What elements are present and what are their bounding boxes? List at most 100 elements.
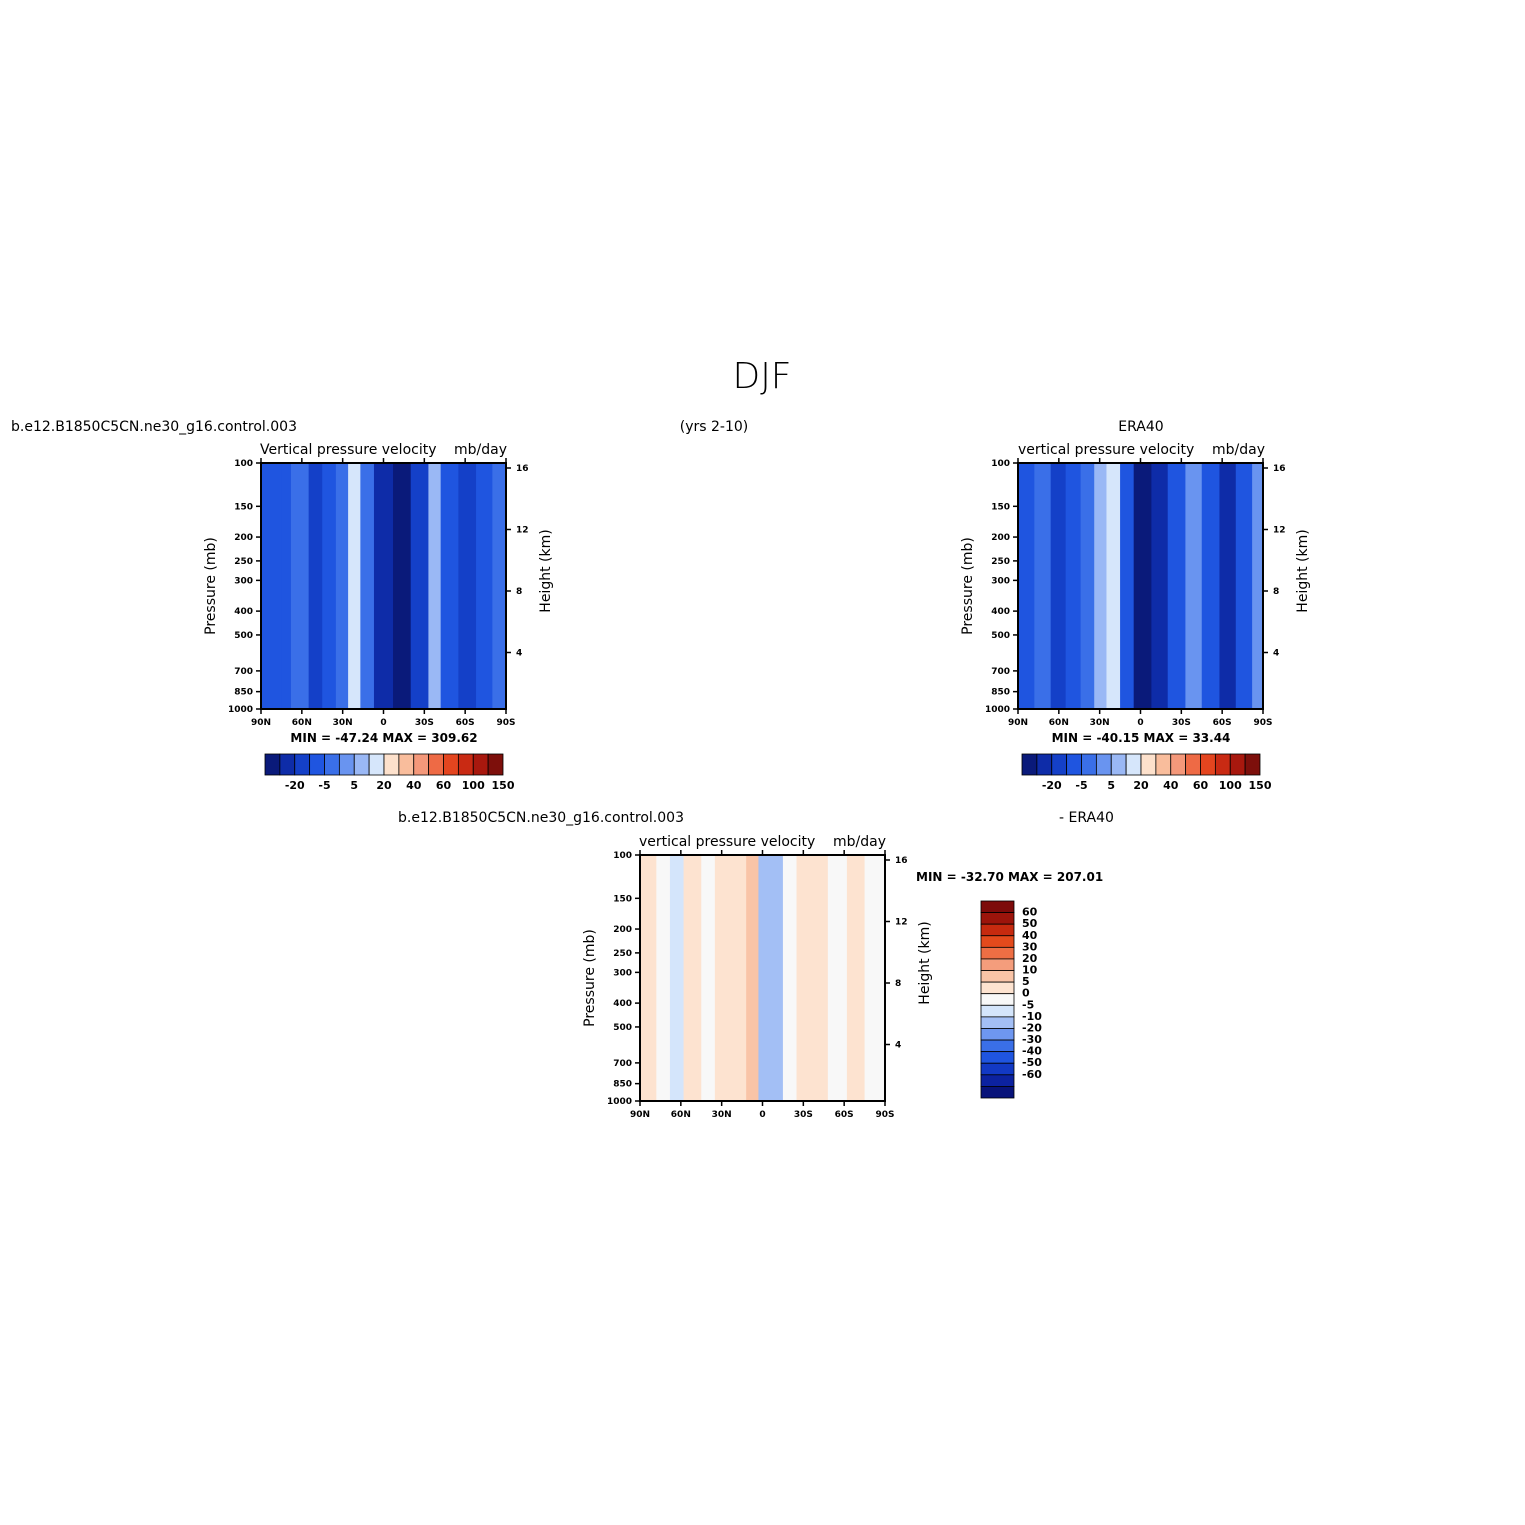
colorbar-swatch: [1244, 753, 1261, 776]
colorbar-swatch: [1021, 753, 1038, 776]
y-tick-label: 200: [613, 925, 632, 935]
field-band: [640, 855, 657, 1101]
colorbar-label: 150: [1249, 779, 1272, 792]
y-tick-label: 700: [613, 1059, 632, 1069]
field-band: [1050, 463, 1067, 709]
field-band: [440, 463, 459, 709]
colorbar-swatch: [980, 900, 1015, 913]
y-tick-label: 850: [234, 688, 253, 698]
field-band: [827, 855, 848, 1101]
colorbar-swatch: [1229, 753, 1246, 776]
y-right-axis-label: Height (km): [1295, 529, 1311, 612]
field-band: [476, 463, 493, 709]
colorbar-label: 5: [350, 779, 358, 792]
colorbar-swatch: [457, 753, 474, 776]
field-band: [290, 463, 310, 709]
colorbar-swatch: [368, 753, 385, 776]
x-tick-label: 60N: [671, 1110, 691, 1120]
colorbar-swatch: [428, 753, 444, 776]
field-band: [261, 463, 283, 709]
colorbar-swatch: [980, 1039, 1015, 1053]
colorbar-label: 20: [376, 779, 392, 792]
y-right-tick-label: 16: [1273, 464, 1286, 474]
x-tick-label: 30N: [1090, 718, 1110, 728]
colorbar-swatch: [383, 753, 400, 776]
x-tick-label: 0: [1137, 718, 1143, 728]
field-band: [492, 463, 507, 709]
panel-model-stats: MIN = -47.24 MAX = 309.62: [290, 731, 477, 745]
field-band: [1185, 463, 1203, 709]
y-right-tick-label: 4: [516, 649, 522, 659]
y-right-tick-label: 4: [1273, 649, 1279, 659]
field-band: [322, 463, 337, 709]
colorbar-swatch: [980, 958, 1015, 971]
panel-obs-stats: MIN = -40.15 MAX = 33.44: [1052, 731, 1231, 745]
field-band: [410, 463, 430, 709]
x-tick-label: 30N: [333, 718, 353, 728]
colorbar-swatch: [309, 753, 325, 776]
y-right-tick-label: 8: [1273, 587, 1279, 597]
x-tick-label: 0: [380, 718, 386, 728]
colorbar-label: -30: [1022, 1033, 1042, 1046]
colorbar-label: 0: [1022, 987, 1030, 1000]
colorbar-label: 150: [492, 779, 515, 792]
field-band: [1080, 463, 1095, 709]
x-tick-label: 30S: [415, 718, 434, 728]
y-tick-label: 1000: [607, 1097, 632, 1107]
field-band: [758, 855, 770, 1101]
colorbar-label: -20: [1022, 1021, 1042, 1034]
colorbar-label: 60: [436, 779, 452, 792]
colorbar-swatch: [980, 946, 1015, 960]
colorbar-label: -60: [1022, 1068, 1042, 1081]
field-band: [348, 463, 361, 709]
panel-diff-stats: MIN = -32.70 MAX = 207.01: [916, 870, 1103, 884]
field-band: [714, 855, 734, 1101]
x-tick-label: 60S: [456, 718, 475, 728]
colorbar-label: -20: [1042, 779, 1062, 792]
field-band: [1133, 463, 1152, 709]
y-tick-label: 300: [234, 576, 253, 586]
field-band: [1094, 463, 1108, 709]
field-band: [393, 463, 412, 709]
y-tick-label: 250: [991, 557, 1010, 567]
colorbar-swatch: [1081, 753, 1097, 776]
colorbar-swatch: [1214, 753, 1231, 776]
colorbar-swatch: [980, 923, 1015, 937]
colorbar-swatch: [980, 1004, 1015, 1018]
colorbar-label: 5: [1107, 779, 1115, 792]
y-right-tick-label: 4: [895, 1041, 901, 1051]
colorbar-label: 60: [1022, 906, 1038, 919]
field-band: [373, 463, 394, 709]
colorbar-swatch: [980, 1086, 1015, 1099]
colorbar-swatch: [1140, 753, 1157, 776]
field-band: [656, 855, 671, 1101]
y-right-tick-label: 12: [1273, 526, 1286, 536]
field-band: [1018, 463, 1035, 709]
field-band: [846, 855, 866, 1101]
field-band: [864, 855, 886, 1101]
x-tick-label: 90S: [496, 718, 515, 728]
colorbar-swatch: [1095, 753, 1112, 776]
y-tick-label: 1000: [228, 705, 253, 715]
colorbar-swatch: [1036, 753, 1053, 776]
y-tick-label: 1000: [985, 705, 1010, 715]
y-tick-label: 500: [613, 1023, 632, 1033]
colorbar-swatch: [1066, 753, 1082, 776]
field-band: [1034, 463, 1052, 709]
panel-model: 100150200250300400500700850100016128490N…: [203, 458, 554, 792]
panel-obs: 100150200250300400500700850100016128490N…: [960, 458, 1311, 792]
y-tick-label: 500: [234, 631, 253, 641]
x-tick-label: 90S: [1253, 718, 1272, 728]
colorbar-swatch: [264, 753, 281, 776]
x-tick-label: 90N: [630, 1110, 650, 1120]
y-tick-label: 200: [234, 533, 253, 543]
colorbar-swatch: [980, 1074, 1015, 1087]
y-tick-label: 700: [991, 667, 1010, 677]
panel-obs-title: ERA40: [1118, 419, 1163, 435]
y-right-tick-label: 12: [516, 526, 529, 536]
colorbar-swatch: [980, 970, 1015, 983]
panel-obs-variable: vertical pressure velocity: [1018, 442, 1194, 458]
colorbar-label: -40: [1022, 1045, 1042, 1058]
y-tick-label: 850: [613, 1080, 632, 1090]
colorbar-label: 60: [1193, 779, 1209, 792]
